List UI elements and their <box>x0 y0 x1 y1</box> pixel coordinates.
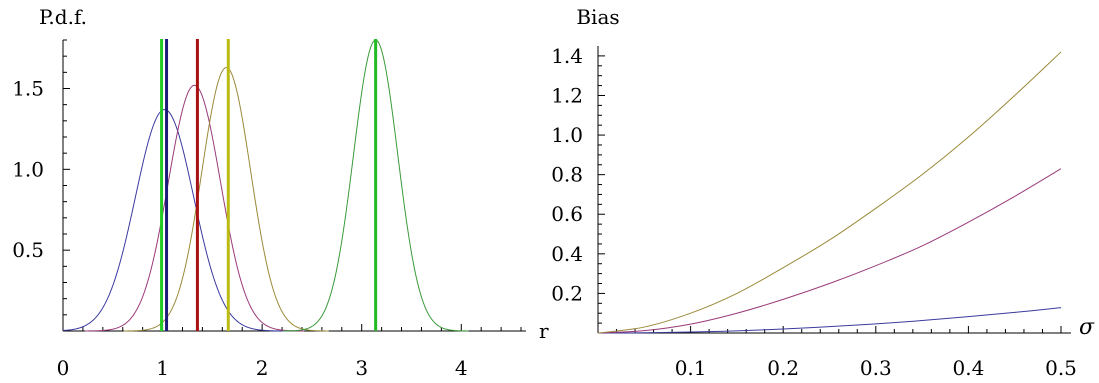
bias-y-tick-label: 1.0 <box>551 123 583 147</box>
bias-y-tick-label: 0.4 <box>551 242 583 266</box>
bias-y-tick-label: 1.4 <box>551 44 583 68</box>
pdf-y-tick-label: 1.0 <box>12 157 44 181</box>
bias-y-axis-label: Bias <box>576 5 619 29</box>
bias-y-tick-label: 0.8 <box>551 163 583 187</box>
pdf-curves <box>62 39 469 332</box>
pdf-y-tick-label: 1.5 <box>12 77 44 101</box>
bias-curve <box>597 51 1062 334</box>
bias-curve <box>597 307 1062 334</box>
bias-y-tick-label: 1.2 <box>551 83 583 107</box>
bias-x-axis-label: σ <box>1079 315 1095 340</box>
bias-x-tick-label: 0.5 <box>1045 356 1077 380</box>
bias-y-tick-label: 0.6 <box>551 202 583 226</box>
pdf-y-axis-label: P.d.f. <box>39 5 87 29</box>
pdf-curve <box>84 84 305 332</box>
pdf-x-tick-label: 1 <box>156 356 169 380</box>
bias-panel: Bias σ 0.1 0.2 0.3 0.4 0.5 0.2 0.4 0.6 0.8 1.0 1.2… <box>551 5 1095 380</box>
pdf-panel: P.d.f. r 0 1 2 3 4 0.5 1.0 1.5 <box>12 5 549 380</box>
bias-x-tick-label: 0.3 <box>860 356 892 380</box>
bias-curve <box>597 168 1062 334</box>
bias-x-tick-label: 0.4 <box>952 356 984 380</box>
bias-y-tick-label: 0.2 <box>551 281 583 305</box>
pdf-x-tick-label: 4 <box>455 356 468 380</box>
bias-ticks: 0.1 0.2 0.3 0.4 0.5 0.2 0.4 0.6 0.8 1.0 1.2 1.4 <box>551 44 1077 380</box>
pdf-x-tick-label: 2 <box>256 356 269 380</box>
pdf-curve <box>123 66 329 332</box>
pdf-curve <box>62 109 287 332</box>
bias-x-tick-label: 0.2 <box>767 356 799 380</box>
pdf-x-tick-label: 3 <box>355 356 368 380</box>
pdf-vertical-lines <box>160 39 378 331</box>
bias-curves <box>597 51 1062 334</box>
pdf-x-tick-label: 0 <box>57 356 70 380</box>
pdf-ticks: 0 1 2 3 4 0.5 1.0 1.5 <box>12 39 522 380</box>
pdf-y-tick-label: 0.5 <box>12 238 44 262</box>
bias-x-tick-label: 0.1 <box>675 356 707 380</box>
pdf-x-axis-label: r <box>539 319 549 343</box>
